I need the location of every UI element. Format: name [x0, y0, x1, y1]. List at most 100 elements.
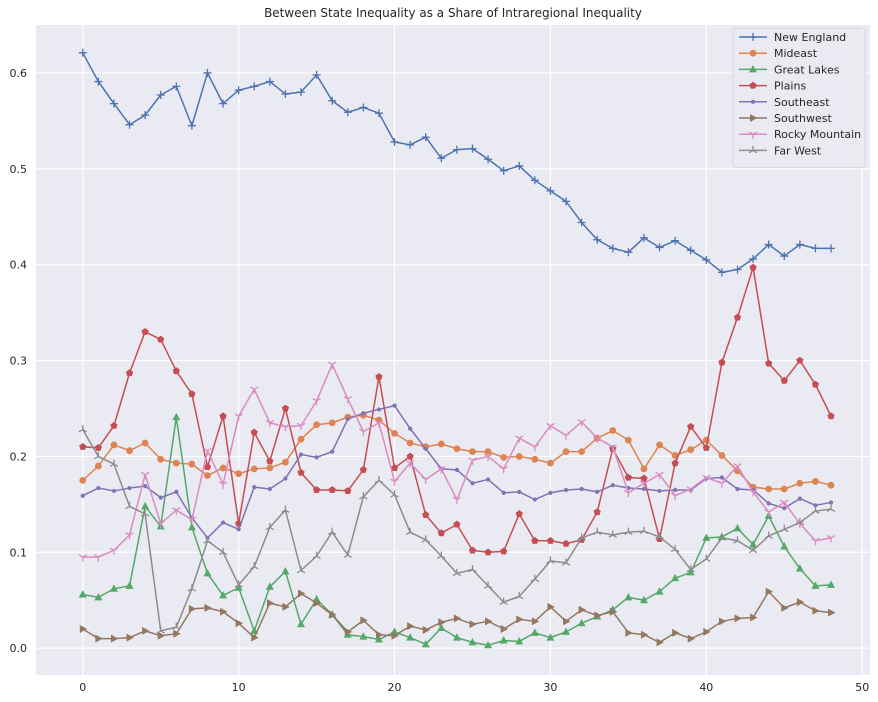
data-point-mideast [718, 452, 726, 459]
data-point-great-lakes [187, 522, 196, 531]
y-tick-label: 0.0 [10, 642, 28, 655]
data-point-great-lakes [452, 633, 461, 641]
data-point-plains [562, 539, 570, 547]
data-point-far-west [187, 584, 197, 592]
data-point-mideast [141, 439, 149, 447]
data-point-far-west [327, 527, 337, 536]
data-point-great-lakes [78, 590, 87, 598]
data-point-rocky-mountain [250, 386, 259, 394]
data-point-rocky-mountain [811, 537, 820, 546]
data-point-mideast [469, 448, 476, 456]
data-point-new-england [515, 161, 524, 170]
data-point-new-england [281, 90, 290, 99]
x-tick-label: 0 [79, 681, 86, 694]
data-point-mideast [94, 462, 102, 470]
data-point-southeast [174, 489, 179, 494]
data-point-great-lakes [780, 542, 789, 550]
legend: New England Mideast Great Lakes Plains South… [732, 27, 866, 169]
data-point-southwest [235, 619, 244, 628]
data-point-southwest [142, 626, 150, 635]
data-point-plains [640, 474, 648, 482]
data-point-new-england [390, 137, 399, 146]
data-point-plains [733, 313, 742, 321]
data-point-new-england [312, 70, 321, 79]
data-point-plains [811, 380, 820, 388]
data-point-far-west [468, 565, 477, 573]
data-point-southwest [640, 630, 649, 639]
data-point-new-england [764, 240, 773, 249]
data-point-far-west [109, 459, 119, 467]
data-point-far-west [437, 551, 446, 559]
data-point-plains [219, 412, 227, 420]
data-point-far-west [125, 501, 134, 510]
data-point-far-west [826, 504, 836, 513]
data-point-southeast [563, 487, 569, 493]
data-point-southwest [578, 605, 587, 614]
data-point-southwest [625, 628, 633, 637]
data-point-mideast [79, 476, 87, 484]
data-point-new-england [749, 254, 758, 263]
data-point-southwest [531, 617, 540, 626]
data-point-rocky-mountain [405, 460, 415, 468]
data-point-far-west [390, 490, 399, 498]
data-point-southwest [438, 618, 446, 627]
data-point-great-lakes [437, 623, 446, 632]
data-point-new-england [172, 82, 181, 91]
x-tick-label: 40 [699, 681, 713, 694]
data-point-great-lakes [499, 636, 508, 644]
data-point-great-lakes [811, 581, 820, 589]
data-point-plains [500, 547, 508, 555]
data-point-mideast [188, 460, 196, 468]
legend-marker-rocky-mountain [748, 131, 758, 139]
data-point-far-west [218, 547, 228, 556]
data-point-new-england [156, 90, 165, 99]
data-point-plains [765, 359, 773, 367]
data-point-southwest [173, 629, 181, 638]
legend-item-plains: Plains [739, 80, 806, 93]
data-point-new-england [702, 255, 711, 264]
data-point-southwest [329, 610, 337, 619]
data-point-new-england [780, 252, 789, 261]
data-point-far-west [670, 544, 680, 553]
x-tick-label: 50 [855, 681, 869, 694]
data-point-rocky-mountain [670, 492, 680, 501]
data-point-southwest [110, 634, 119, 643]
data-point-great-lakes [795, 564, 804, 572]
data-point-great-lakes [468, 638, 477, 646]
data-point-mideast [328, 419, 336, 427]
data-point-rocky-mountain [281, 423, 290, 432]
data-point-far-west [795, 518, 805, 526]
data-point-southwest [453, 614, 462, 623]
data-point-southwest [344, 627, 353, 636]
data-point-far-west [296, 566, 306, 574]
data-point-new-england [468, 144, 477, 153]
series-mideast [79, 411, 835, 493]
data-point-plains [796, 356, 804, 364]
data-point-plains [172, 367, 180, 375]
data-point-rocky-mountain [265, 420, 275, 428]
data-point-rocky-mountain [639, 480, 649, 488]
data-point-southeast [283, 476, 288, 481]
data-point-plains [827, 412, 835, 420]
data-point-great-lakes [827, 580, 836, 588]
legend-marker-southwest [750, 114, 758, 122]
data-point-far-west [733, 536, 742, 544]
data-point-new-england [827, 244, 836, 253]
legend-item-new-england: New England [739, 31, 846, 44]
data-point-rocky-mountain [468, 457, 477, 465]
data-point-plains [110, 421, 118, 429]
data-point-mideast [126, 447, 133, 455]
data-point-new-england [795, 240, 804, 249]
data-point-southwest [79, 624, 88, 633]
data-point-southwest [204, 603, 212, 612]
data-point-mideast [624, 436, 632, 444]
data-point-new-england [717, 268, 726, 277]
data-point-far-west [265, 522, 275, 531]
legend-item-southwest: Southwest [739, 112, 832, 125]
data-point-southeast [423, 446, 428, 451]
data-point-southwest [251, 633, 259, 642]
data-point-southwest [765, 587, 774, 596]
data-point-mideast [110, 441, 118, 449]
data-point-plains [546, 536, 555, 544]
data-point-rocky-mountain [156, 520, 165, 529]
